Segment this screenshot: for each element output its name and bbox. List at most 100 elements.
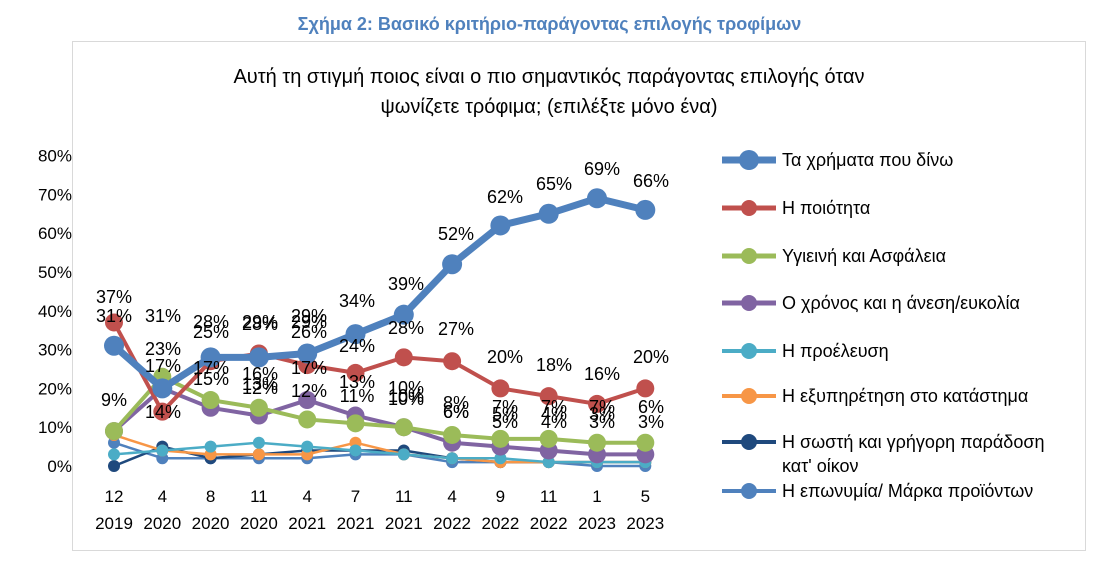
data-label: 4% <box>541 404 567 424</box>
x-tick-label: 11 <box>395 487 413 506</box>
series-point <box>394 348 413 367</box>
legend-label: κατ' οίκον <box>782 456 859 476</box>
series-point <box>443 352 462 371</box>
x-tick-label: 2020 <box>192 514 230 533</box>
series-point <box>636 433 655 452</box>
series-point <box>346 363 365 382</box>
data-label: 16% <box>584 364 620 384</box>
data-label: 3% <box>589 404 615 424</box>
data-label: 9% <box>101 390 127 410</box>
data-label: 17% <box>193 358 229 378</box>
data-label: 8% <box>443 393 469 413</box>
x-tick-label: 4 <box>158 487 167 506</box>
series-point <box>105 313 123 332</box>
legend-label: Η ποιότητα <box>782 198 870 218</box>
legend-label: Η επωνυμία/ Μάρκα προϊόντων <box>782 481 1033 501</box>
figure-caption: Σχήμα 2: Βασικό κριτήριο-παράγοντας επιλ… <box>297 14 802 34</box>
series-point <box>298 391 317 410</box>
x-tick-label: 2020 <box>240 514 278 533</box>
series-point <box>200 347 221 368</box>
data-label: 13% <box>339 372 375 392</box>
series-point <box>446 452 459 465</box>
data-label: 24% <box>339 336 375 356</box>
data-label: 3% <box>589 412 615 432</box>
y-tick-label: 40% <box>38 302 72 321</box>
data-label: 29% <box>291 312 327 332</box>
x-tick-label: 2021 <box>385 514 423 533</box>
chart-title-line: Αυτή τη στιγμή ποιος είναι ο πιο σημαντι… <box>233 66 864 88</box>
data-label: 7% <box>492 397 518 417</box>
data-label: 23% <box>145 339 181 359</box>
series-point <box>587 188 607 209</box>
series-point <box>588 433 606 452</box>
legend-label: Η εξυπηρέτηση στο κατάστημα <box>782 386 1028 406</box>
chart-title-line: ψωνίζετε τρόφιμα; (επιλέξτε μόνο ένα) <box>381 96 718 118</box>
data-label: 28% <box>388 318 424 338</box>
series-point <box>105 422 123 441</box>
data-label: 39% <box>388 274 424 294</box>
legend-label: Η σωστή και γρήγορη παράδοση <box>782 432 1044 452</box>
y-tick-label: 10% <box>38 418 72 437</box>
data-label: 12% <box>242 378 278 398</box>
series-point <box>635 199 656 220</box>
data-label: 69% <box>584 159 620 179</box>
data-label: 66% <box>633 171 669 191</box>
data-label: 27% <box>438 319 474 339</box>
y-tick-label: 0% <box>47 457 72 476</box>
data-label: 20% <box>487 347 523 367</box>
data-label: 52% <box>438 224 474 244</box>
series-point <box>156 444 169 457</box>
data-label: 17% <box>291 358 327 378</box>
series-point <box>153 402 172 421</box>
series-point <box>539 429 558 448</box>
series-point <box>491 429 510 448</box>
series-point <box>345 324 366 345</box>
series-line <box>113 441 646 464</box>
data-label: 65% <box>536 174 572 194</box>
data-label: 6% <box>443 402 469 422</box>
data-label: 29% <box>291 306 327 326</box>
series-point <box>152 378 173 399</box>
x-tick-label: 2022 <box>481 514 519 533</box>
series-point <box>248 347 269 368</box>
legend-marker <box>741 388 757 404</box>
data-label: 11% <box>340 386 375 406</box>
series-point <box>349 444 362 457</box>
series-point <box>442 254 463 275</box>
data-label: 13% <box>242 374 278 394</box>
series-point <box>394 418 413 437</box>
x-tick-label: 7 <box>351 487 360 506</box>
series-point <box>494 452 507 465</box>
x-tick-label: 1 <box>592 487 601 506</box>
data-label: 14% <box>145 402 181 422</box>
series-point <box>491 379 510 398</box>
x-tick-label: 2022 <box>433 514 471 533</box>
data-label: 34% <box>339 291 375 311</box>
y-tick-label: 80% <box>38 147 72 166</box>
legend-label: Τα χρήματα που δίνω <box>782 150 953 170</box>
legend-marker <box>741 248 757 264</box>
data-label: 37% <box>96 287 132 307</box>
data-label: 6% <box>638 397 664 417</box>
x-tick-label: 5 <box>641 487 650 506</box>
series-point <box>204 440 217 453</box>
x-tick-label: 2023 <box>578 514 616 533</box>
legend-marker <box>741 295 757 311</box>
series-point <box>443 425 462 444</box>
series-point <box>393 304 414 325</box>
series-point <box>636 379 655 398</box>
series-point <box>252 436 265 449</box>
x-tick-label: 2020 <box>143 514 181 533</box>
x-tick-label: 4 <box>302 487 311 506</box>
data-label: 6% <box>443 402 469 422</box>
y-tick-label: 50% <box>38 263 72 282</box>
data-label: 20% <box>633 347 669 367</box>
data-label: 28% <box>193 312 229 332</box>
x-tick-label: 2019 <box>95 514 133 533</box>
legend-label: Υγιεινή και Ασφάλεια <box>782 246 946 266</box>
data-label: 10% <box>388 389 424 409</box>
series-point <box>490 215 511 236</box>
legend-marker <box>741 200 757 216</box>
series-point <box>297 343 318 364</box>
